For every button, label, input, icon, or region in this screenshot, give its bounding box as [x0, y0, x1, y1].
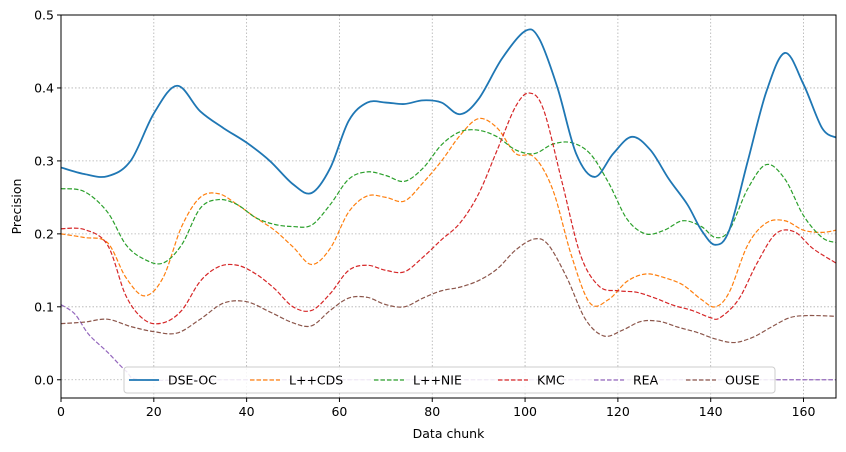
legend-box — [123, 366, 776, 394]
x-tick-label: 160 — [792, 404, 816, 419]
x-tick-label: 80 — [424, 404, 440, 419]
legend-label: L++NIE — [413, 373, 462, 388]
x-tick-label: 0 — [57, 404, 65, 419]
x-tick-label: 60 — [331, 404, 347, 419]
y-tick-label: 0.0 — [34, 372, 54, 387]
y-tick-label: 0.4 — [34, 80, 54, 95]
plot-area-frame — [60, 14, 837, 399]
legend-label: KMC — [537, 373, 565, 388]
series-line-dse-oc — [61, 28, 836, 246]
series-line-l-cds — [61, 117, 836, 308]
x-tick-label: 100 — [513, 404, 537, 419]
grid-lines — [60, 14, 836, 398]
y-tick-label: 0.1 — [34, 299, 54, 314]
x-tick-label: 40 — [239, 404, 255, 419]
series-line-kmc — [61, 92, 836, 325]
x-axis-ticks: 0 20 40 60 80 100 120 140 160 — [57, 398, 815, 419]
y-tick-label: 0.5 — [34, 8, 54, 23]
y-tick-label: 0.2 — [34, 226, 54, 241]
legend-label: REA — [633, 373, 659, 388]
legend-label: OUSE — [725, 373, 760, 388]
y-axis-label: Precision — [9, 179, 24, 235]
series-line-l-nie — [61, 129, 836, 265]
x-tick-label: 120 — [606, 404, 630, 419]
x-tick-label: 140 — [699, 404, 723, 419]
series-lines — [61, 28, 836, 382]
legend: DSE-OC L++CDS L++NIE KMC REA OUSE — [123, 366, 776, 394]
legend-label: DSE-OC — [168, 373, 217, 388]
series-line-ouse — [61, 238, 836, 344]
y-axis-ticks: 0.0 0.1 0.2 0.3 0.4 0.5 — [34, 8, 61, 387]
x-tick-label: 20 — [146, 404, 162, 419]
legend-label: L++CDS — [289, 373, 343, 388]
x-axis-label: Data chunk — [413, 426, 485, 441]
y-tick-label: 0.3 — [34, 153, 54, 168]
